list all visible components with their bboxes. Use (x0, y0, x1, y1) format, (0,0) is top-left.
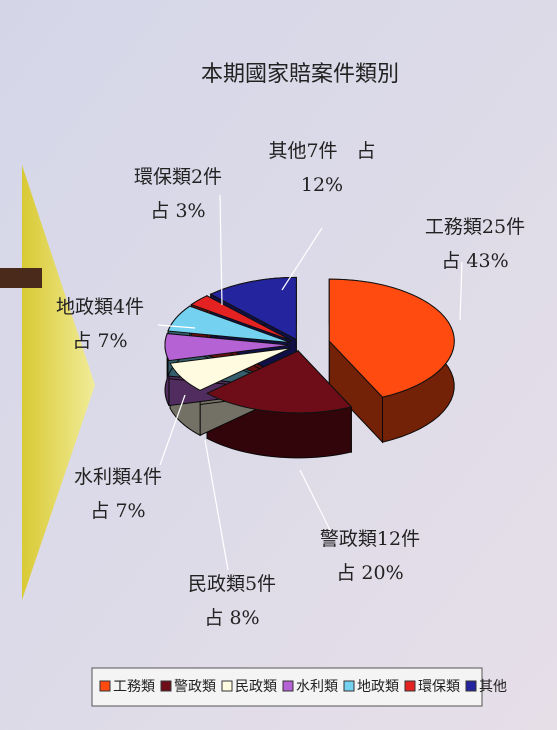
data-label: 其他7件 占 (268, 140, 375, 162)
legend-swatch (221, 680, 233, 692)
legend-swatch (343, 680, 355, 692)
leader-line (159, 394, 186, 466)
data-label: 工務類25件 (425, 216, 525, 238)
legend-label: 地政類 (357, 679, 399, 695)
data-label: 水利類4件 (74, 466, 162, 488)
pie-slice (328, 278, 455, 398)
data-label: 占 20% (336, 562, 403, 584)
legend-label: 工務類 (113, 679, 155, 695)
legend-swatch (282, 680, 294, 692)
legend-label: 民政類 (235, 679, 277, 695)
pie-slice (167, 305, 291, 344)
data-label: 占 3% (150, 200, 205, 222)
decor-bar (0, 268, 42, 288)
data-label: 民政類5件 (188, 573, 276, 595)
pie-slice (209, 276, 297, 341)
legend-label: 水利類 (296, 679, 338, 695)
leader-line (219, 194, 223, 306)
data-label: 警政類12件 (320, 528, 420, 550)
legend-swatch (465, 680, 477, 692)
data-label: 占 7% (72, 330, 127, 352)
pie-slice (190, 295, 293, 342)
leader-line (459, 261, 463, 321)
data-label: 環保類2件 (134, 166, 222, 188)
leader-line (299, 469, 331, 531)
legend-swatch (160, 680, 172, 692)
legend-label: 其他 (479, 679, 507, 695)
data-label: 地政類4件 (56, 296, 144, 318)
legend-label: 警政類 (174, 679, 216, 695)
pie-slice (169, 347, 292, 391)
legend-swatch (99, 680, 111, 692)
pie-slice (164, 333, 291, 362)
leader-line (157, 324, 196, 329)
chart-title: 本期國家賠案件類別 (201, 62, 399, 87)
pie-slice (205, 350, 353, 414)
data-label: 占 8% (204, 607, 259, 629)
legend-swatch (404, 680, 416, 692)
data-label: 占 7% (90, 500, 145, 522)
data-label: 占 43% (441, 250, 508, 272)
data-label: 12% (301, 174, 343, 196)
leader-line (204, 439, 229, 571)
legend-label: 環保類 (418, 679, 460, 695)
leader-line (281, 227, 323, 291)
